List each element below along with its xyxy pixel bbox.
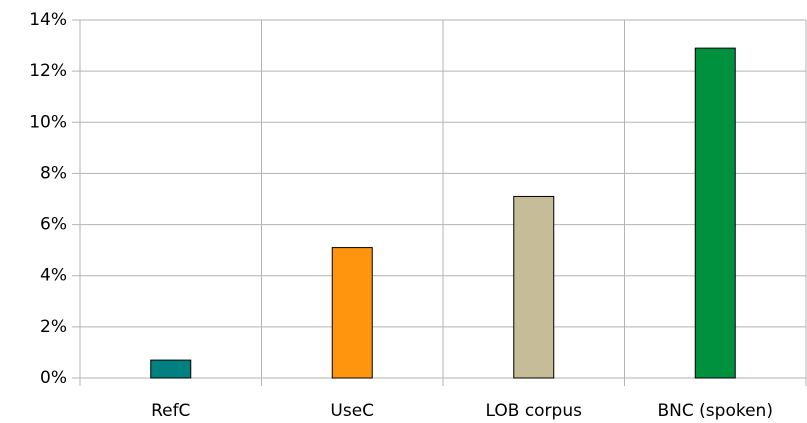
y-tick-label: 10% xyxy=(29,112,67,132)
y-tick-label: 2% xyxy=(40,317,67,337)
y-tick-label: 8% xyxy=(40,163,67,183)
y-tick-label: 4% xyxy=(40,266,67,286)
y-tick-label: 12% xyxy=(29,61,67,81)
x-tick-label: BNC (spoken) xyxy=(658,401,773,421)
x-tick-label: LOB corpus xyxy=(486,401,583,421)
bar xyxy=(150,359,192,379)
bar xyxy=(513,195,555,379)
x-tick-label: RefC xyxy=(151,401,190,421)
y-tick-label: 0% xyxy=(40,368,67,388)
y-tick-label: 6% xyxy=(40,215,67,235)
y-tick-label: 14% xyxy=(29,10,67,30)
bar xyxy=(331,247,373,379)
x-tick-label: UseC xyxy=(330,401,374,421)
bar xyxy=(694,47,736,379)
